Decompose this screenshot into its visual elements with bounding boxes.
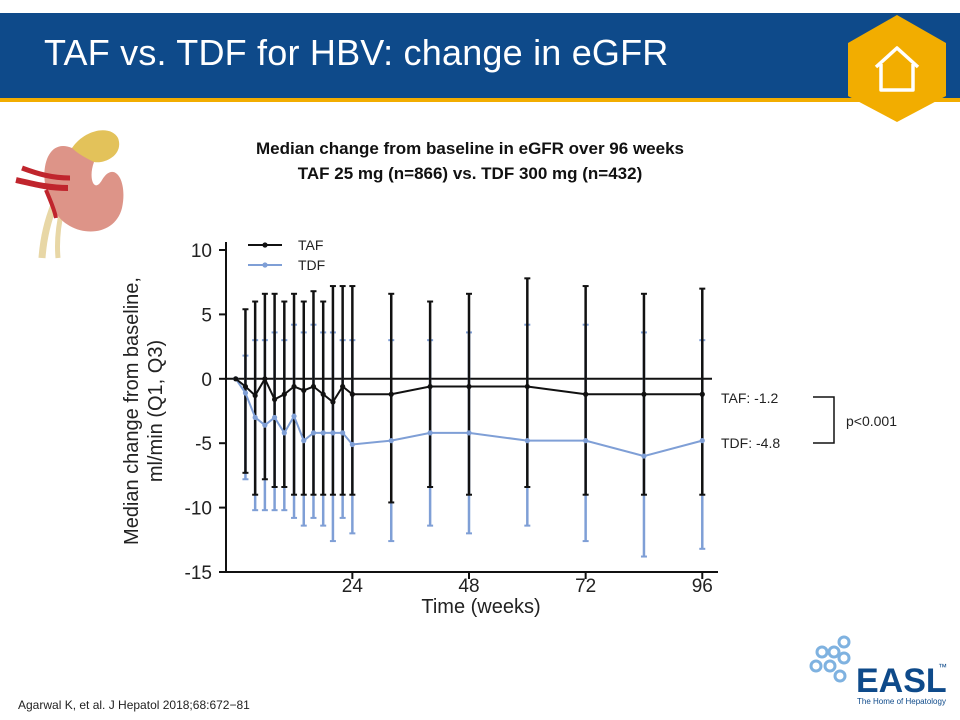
- taf-data-point: [388, 391, 394, 397]
- legend-taf-label: TAF: [298, 237, 323, 253]
- tdf-data-point: [320, 430, 326, 436]
- y-axis-title-line2: ml/min (Q1, Q3): [145, 340, 167, 482]
- home-button[interactable]: [844, 12, 950, 124]
- header-bar: [0, 13, 960, 98]
- x-tick-label: 48: [458, 576, 479, 597]
- y-tick-label: -5: [195, 434, 212, 455]
- tdf-data-point: [466, 430, 472, 436]
- taf-data-point: [699, 391, 705, 397]
- taf-data-point: [281, 391, 287, 397]
- taf-data-point: [641, 391, 647, 397]
- tdf-data-point: [699, 438, 705, 444]
- chart-title: Median change from baseline in eGFR over…: [150, 136, 790, 186]
- tdf-value-label: TDF: -4.8: [721, 435, 780, 451]
- header-stripe: [0, 98, 960, 102]
- taf-data-point: [330, 399, 336, 405]
- x-tick-label: 72: [575, 576, 596, 597]
- tdf-data-point: [330, 430, 336, 436]
- taf-data-point: [524, 383, 530, 390]
- taf-data-point: [310, 383, 317, 390]
- p-value-label: p<0.001: [846, 413, 897, 429]
- x-axis-title: Time (weeks): [421, 596, 540, 618]
- y-tick-label: 0: [201, 370, 212, 391]
- home-hexagon: [848, 15, 946, 122]
- x-tick-label: 96: [692, 576, 713, 597]
- tdf-data-point: [524, 438, 530, 444]
- easl-logo-tm: ™: [938, 662, 947, 672]
- tdf-data-point: [427, 430, 433, 436]
- tdf-data-point: [641, 453, 647, 459]
- taf-data-point: [349, 391, 355, 397]
- taf-data-point: [466, 383, 472, 390]
- tdf-data-point: [272, 414, 278, 421]
- taf-series-line: [235, 376, 703, 404]
- tdf-data-point: [310, 430, 317, 436]
- chart-title-line2: TAF 25 mg (n=866) vs. TDF 300 mg (n=432): [297, 164, 643, 183]
- tdf-data-point: [340, 430, 346, 436]
- slide-title: TAF vs. TDF for HBV: change in eGFR: [44, 32, 669, 73]
- taf-data-point: [262, 376, 268, 382]
- tdf-data-point: [242, 390, 249, 396]
- tdf-data-point: [349, 441, 355, 448]
- taf-data-point: [242, 383, 249, 390]
- taf-data-point: [583, 391, 589, 397]
- chart-title-line1: Median change from baseline in eGFR over…: [256, 139, 684, 158]
- taf-data-point: [272, 396, 278, 403]
- y-tick-label: -15: [185, 563, 212, 584]
- y-tick-label: -10: [185, 499, 212, 520]
- taf-data-point: [233, 376, 239, 382]
- tdf-data-point: [388, 438, 394, 444]
- x-tick-label: 24: [342, 576, 364, 597]
- p-value-bracket: [813, 396, 835, 444]
- legend-taf-marker: [262, 242, 268, 248]
- taf-data-point: [340, 383, 346, 390]
- taf-data-point: [291, 383, 297, 390]
- legend-tdf-label: TDF: [298, 257, 325, 273]
- legend-tdf-marker: [262, 262, 268, 268]
- easl-logo-text: EASL: [856, 662, 947, 700]
- tdf-data-point: [262, 422, 268, 428]
- tdf-data-point: [281, 430, 287, 436]
- easl-logo-hexagons: [809, 635, 851, 683]
- tdf-data-point: [301, 438, 307, 444]
- taf-data-point: [427, 383, 433, 390]
- taf-data-point: [320, 391, 326, 397]
- citation: Agarwal K, et al. J Hepatol 2018;68:672−…: [18, 698, 250, 712]
- tdf-data-point: [291, 413, 297, 419]
- y-tick-label: 10: [191, 241, 212, 262]
- tdf-data-point: [583, 438, 589, 444]
- easl-logo: EASL ™ The Home of Hepatology: [809, 635, 947, 706]
- tdf-data-point: [252, 414, 258, 421]
- taf-data-point: [252, 392, 258, 399]
- kidney-icon: [15, 130, 124, 259]
- taf-data-point: [301, 387, 307, 393]
- house-icon: [874, 46, 920, 92]
- y-axis-title-line1: Median change from baseline,: [121, 277, 143, 545]
- taf-value-label: TAF: -1.2: [721, 390, 779, 406]
- y-tick-label: 5: [201, 305, 212, 326]
- easl-logo-tagline: The Home of Hepatology: [857, 697, 946, 706]
